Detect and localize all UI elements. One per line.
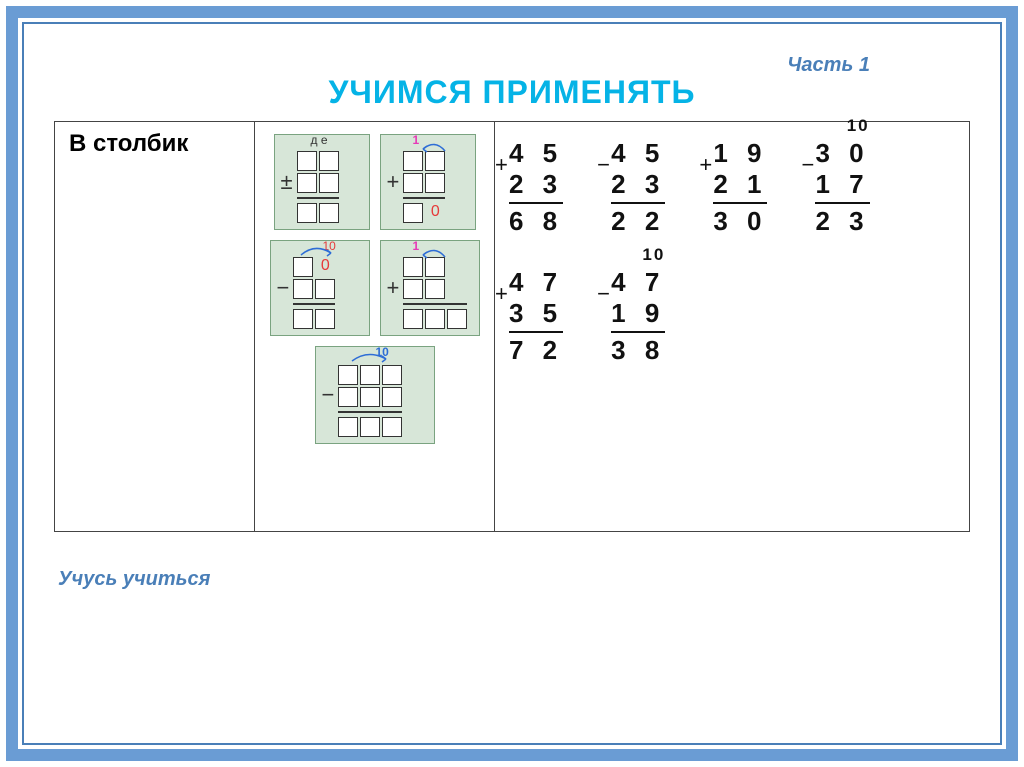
header-de: д е — [311, 133, 328, 147]
operand-a: 4 5 — [611, 138, 665, 169]
problem-5: + 4 7 3 5 7 2 — [509, 267, 563, 366]
operand-b: 1 9 — [611, 298, 665, 329]
diagram-add-carry-3: 1 + — [380, 240, 480, 336]
col-label: В столбик — [55, 122, 255, 532]
arrow-icon — [421, 247, 451, 261]
operand-a: 4 5 — [509, 138, 563, 169]
problem-3: + 1 9 2 1 3 0 — [713, 138, 767, 237]
operand-b: 3 5 — [509, 298, 563, 329]
diagram-plusminus: д е ± — [274, 134, 370, 230]
operand-b: 2 3 — [611, 169, 665, 200]
operand-b: 2 3 — [509, 169, 563, 200]
problem-row-2: + 4 7 3 5 7 2 10 − 4 7 1 9 — [509, 267, 955, 366]
op-plusminus: ± — [281, 169, 293, 195]
ones-zero: 0 — [425, 203, 445, 223]
result: 7 2 — [509, 335, 563, 366]
part-label: Часть 1 — [787, 54, 870, 77]
sign: + — [699, 152, 712, 178]
arrow-icon — [299, 245, 335, 259]
sign: − — [597, 152, 610, 178]
diagram-sub-borrow-3: 10 − — [315, 346, 435, 444]
result: 2 2 — [611, 206, 665, 237]
arrow-icon — [421, 141, 451, 155]
col-problems: + 4 5 2 3 6 8 − 4 5 2 3 — [495, 122, 970, 532]
operand-a: 4 7 — [509, 267, 563, 298]
sign: + — [495, 152, 508, 178]
sign: + — [495, 281, 508, 307]
problem-6: 10 − 4 7 1 9 3 8 — [611, 267, 665, 366]
problem-2: − 4 5 2 3 2 2 — [611, 138, 665, 237]
carry: 10 — [847, 116, 870, 136]
carry-1: 1 — [413, 133, 420, 147]
diagram-sub-borrow: 10 − 0 — [270, 240, 370, 336]
zero-label: 0 — [315, 257, 335, 277]
carry-1b: 1 — [413, 239, 420, 253]
inner-frame: Часть 1 УЧИМСЯ ПРИМЕНЯТЬ В столбик д е ± — [22, 22, 1002, 745]
sign: − — [801, 152, 814, 178]
result: 2 3 — [815, 206, 869, 237]
result: 3 8 — [611, 335, 665, 366]
col-diagrams: д е ± 1 — [255, 122, 495, 532]
problem-row-1: + 4 5 2 3 6 8 − 4 5 2 3 — [509, 138, 955, 237]
result: 3 0 — [713, 206, 767, 237]
column-method-label: В столбик — [63, 130, 246, 158]
operand-a: 4 7 — [611, 267, 665, 298]
arrow-icon — [350, 351, 390, 365]
operand-a: 3 0 — [815, 138, 869, 169]
operand-b: 1 7 — [815, 169, 869, 200]
outer-frame: Часть 1 УЧИМСЯ ПРИМЕНЯТЬ В столбик д е ± — [6, 6, 1018, 761]
diagram-add-carry: 1 + 0 — [380, 134, 476, 230]
problem-1: + 4 5 2 3 6 8 — [509, 138, 563, 237]
page-title: УЧИМСЯ ПРИМЕНЯТЬ — [54, 74, 970, 111]
op-plus-b: + — [387, 275, 400, 301]
main-table: В столбик д е ± — [54, 121, 970, 532]
footer-label: Учусь учиться — [58, 568, 970, 591]
op-minus: − — [277, 275, 290, 301]
operand-a: 1 9 — [713, 138, 767, 169]
carry: 10 — [642, 245, 665, 265]
sign: − — [597, 281, 610, 307]
op-minus-b: − — [322, 382, 335, 408]
operand-b: 2 1 — [713, 169, 767, 200]
op-plus: + — [387, 169, 400, 195]
result: 6 8 — [509, 206, 563, 237]
problem-4: 10 − 3 0 1 7 2 3 — [815, 138, 869, 237]
